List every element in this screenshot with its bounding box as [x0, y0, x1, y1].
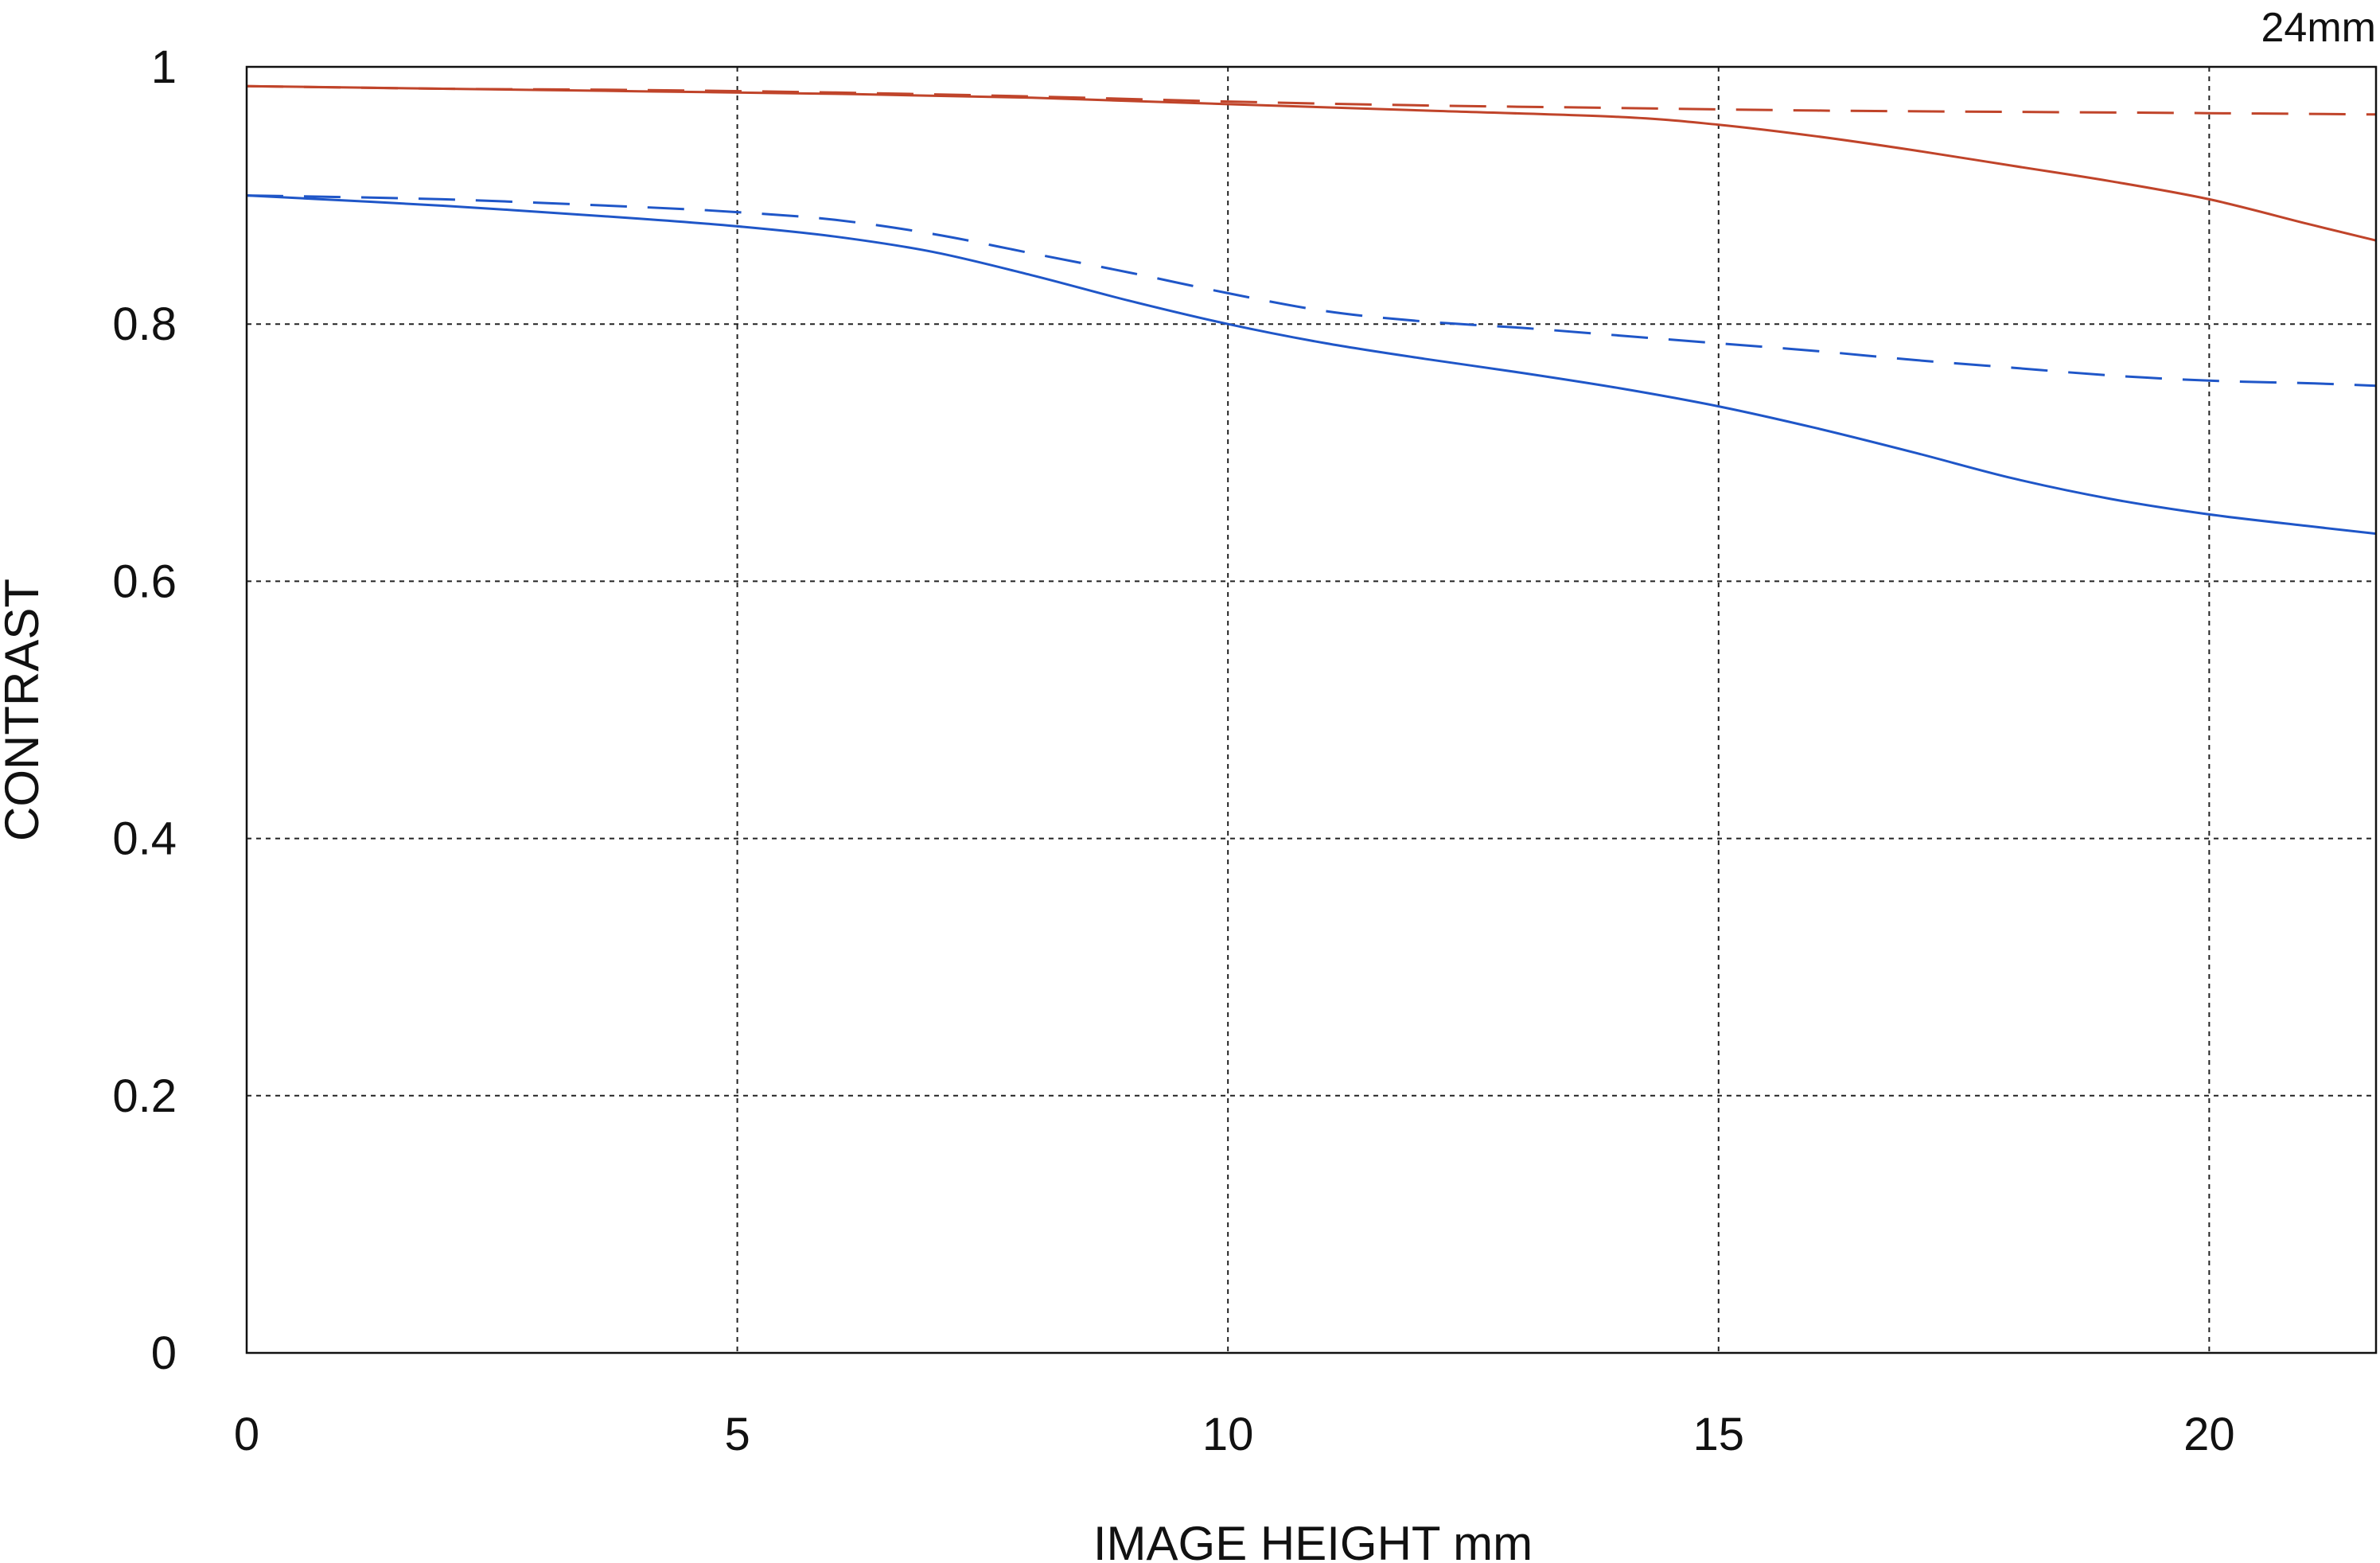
- y-tick-label: 0.6: [112, 555, 177, 607]
- y-tick-label: 0.4: [112, 813, 177, 865]
- series-line-2-dashed: [246, 84, 2377, 116]
- y-tick-label: 1: [151, 41, 177, 93]
- y-tick-label: 0: [151, 1327, 177, 1379]
- tick-labels: 0 5 10 15 20 0 0.2 0.4 0.6 0.8 1: [112, 41, 2234, 1460]
- series-lines: [246, 84, 2377, 536]
- x-tick-label: 15: [1693, 1409, 1745, 1460]
- x-tick-label: 5: [724, 1409, 750, 1460]
- x-tick-label: 10: [1202, 1409, 1254, 1460]
- series-line-1-solid: [246, 84, 2377, 242]
- corner-label: 24mm: [2261, 5, 2376, 51]
- x-tick-label: 20: [2183, 1409, 2235, 1460]
- series-line-3-solid: [246, 194, 2377, 536]
- y-axis-label: CONTRAST: [0, 579, 49, 841]
- x-tick-label: 0: [234, 1409, 259, 1460]
- series-line-4-dashed: [246, 194, 2377, 388]
- plot-frame: [245, 65, 2378, 1354]
- x-axis-label: IMAGE HEIGHT mm: [1093, 1517, 1533, 1563]
- grid: [247, 67, 2376, 1353]
- y-tick-label: 0.8: [112, 298, 177, 350]
- y-tick-label: 0.2: [112, 1070, 177, 1122]
